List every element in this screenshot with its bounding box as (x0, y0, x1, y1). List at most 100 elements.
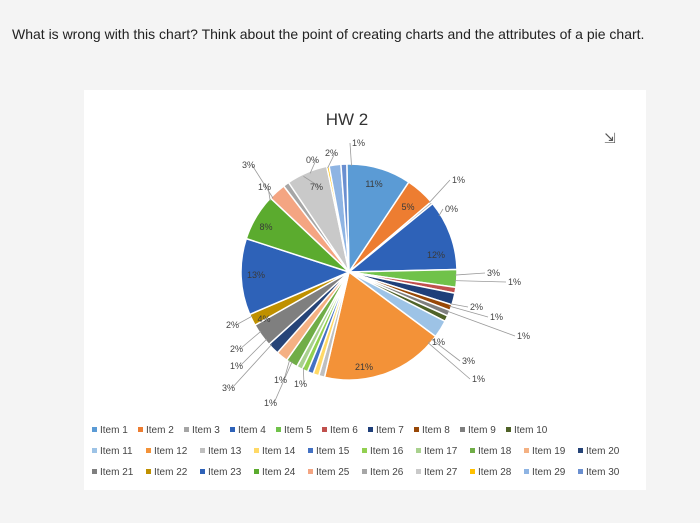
legend-swatch (308, 469, 313, 474)
outer-data-label: 2% (226, 320, 239, 330)
legend-swatch (470, 448, 475, 453)
legend-entry: Item 7 (376, 425, 404, 436)
legend-entry: Item 10 (514, 425, 548, 436)
outer-data-label: 2% (230, 344, 243, 354)
leader-line (450, 303, 469, 308)
legend-swatch (230, 427, 235, 432)
legend-swatch (92, 448, 97, 453)
legend-entry: Item 26 (370, 467, 404, 478)
legend-swatch (470, 469, 475, 474)
legend-swatch (92, 469, 97, 474)
outer-data-label: 1% (452, 175, 465, 185)
legend-entry: Item 24 (262, 467, 296, 478)
outer-data-label: 1% (274, 375, 287, 385)
legend-entry: Item 12 (154, 446, 188, 457)
outer-data-label: 3% (222, 383, 235, 393)
legend-entry: Item 20 (586, 446, 620, 457)
outer-data-label: 1% (294, 379, 307, 389)
outer-data-label: 2% (325, 148, 338, 158)
leader-line (449, 305, 489, 318)
legend-entry: Item 9 (468, 425, 496, 436)
legend-swatch (506, 427, 511, 432)
legend-swatch (138, 427, 143, 432)
inner-data-label: 11% (365, 179, 382, 189)
legend-swatch (254, 448, 259, 453)
legend-swatch (254, 469, 259, 474)
legend-swatch (146, 448, 151, 453)
legend-swatch (146, 469, 151, 474)
legend-entry: Item 30 (586, 467, 620, 478)
outer-data-label: 1% (508, 277, 521, 287)
outer-data-label: 1% (352, 138, 365, 148)
legend-swatch (362, 469, 367, 474)
leader-line (454, 280, 507, 283)
leader-line (283, 359, 291, 381)
legend-entry: Item 28 (478, 467, 512, 478)
pie-slice-30 (340, 163, 350, 273)
leader-line (239, 330, 262, 350)
legend: Item 1 Item 2 Item 3 Item 4 Item 5 Item 6 Item… (92, 425, 620, 478)
leader-line (309, 159, 317, 174)
leader-line (239, 338, 268, 367)
legend-swatch (308, 448, 313, 453)
question-text: What is wrong with this chart? Think abo… (12, 26, 645, 42)
legend-entry: Item 1 (100, 425, 128, 436)
leader-line (427, 342, 471, 380)
outer-data-label: 2% (470, 302, 483, 312)
chart-title: HW 2 (326, 110, 369, 129)
outer-data-label: 1% (517, 331, 530, 341)
leader-line (302, 367, 305, 385)
legend-entry: Item 14 (262, 446, 296, 457)
leader-line (438, 208, 444, 217)
leader-line (235, 315, 253, 326)
legend-swatch (524, 469, 529, 474)
legend-entry: Item 22 (154, 467, 188, 478)
legend-swatch (578, 448, 583, 453)
leader-line (267, 186, 271, 202)
legend-swatch (200, 448, 205, 453)
outer-data-label: 1% (472, 374, 485, 384)
legend-swatch (184, 427, 189, 432)
legend-swatch (362, 448, 367, 453)
leader-line (454, 272, 486, 276)
legend-entry: Item 15 (316, 446, 350, 457)
pie-slice-23 (240, 237, 352, 316)
legend-entry: Item 13 (208, 446, 242, 457)
legend-entry: Item 5 (284, 425, 312, 436)
outer-data-label: 1% (432, 337, 445, 347)
legend-swatch (414, 427, 419, 432)
outer-data-label: 7% (310, 182, 323, 192)
legend-swatch (460, 427, 465, 432)
pie-slices (240, 163, 458, 381)
inner-data-label: 21% (355, 362, 373, 372)
outer-data-label: 1% (490, 312, 503, 322)
legend-entry: Item 29 (532, 467, 566, 478)
legend-swatch (200, 469, 205, 474)
pie-slice-4 (346, 202, 458, 273)
inner-data-label: 12% (427, 250, 445, 260)
legend-entry: Item 4 (238, 425, 266, 436)
data-labels: 1% 2% 0% 3% 1% 7% 1% 0% 3% 1% 2% 1% 1% 1% 3% 1% 2% 2% 1% 3%… (222, 138, 530, 408)
legend-swatch (524, 448, 529, 453)
legend-entry: Item 3 (192, 425, 220, 436)
outer-data-label: 1% (258, 182, 271, 192)
outer-data-label: 1% (264, 398, 277, 408)
legend-swatch (276, 427, 281, 432)
legend-entry: Item 16 (370, 446, 404, 457)
outer-data-label: 1% (230, 361, 243, 371)
legend-entry: Item 17 (424, 446, 458, 457)
leader-line (231, 344, 272, 389)
legend-entry: Item 19 (532, 446, 566, 457)
leader-lines (231, 142, 516, 404)
outer-data-label: 0% (445, 204, 458, 214)
leader-line (303, 175, 321, 188)
legend-swatch (368, 427, 373, 432)
leader-line (273, 361, 293, 404)
leader-line (327, 152, 336, 169)
legend-entry: Item 2 (146, 425, 174, 436)
inner-data-label: 8% (259, 222, 272, 232)
legend-entry: Item 11 (100, 446, 133, 457)
leader-line (430, 338, 461, 362)
leader-line (447, 310, 516, 337)
